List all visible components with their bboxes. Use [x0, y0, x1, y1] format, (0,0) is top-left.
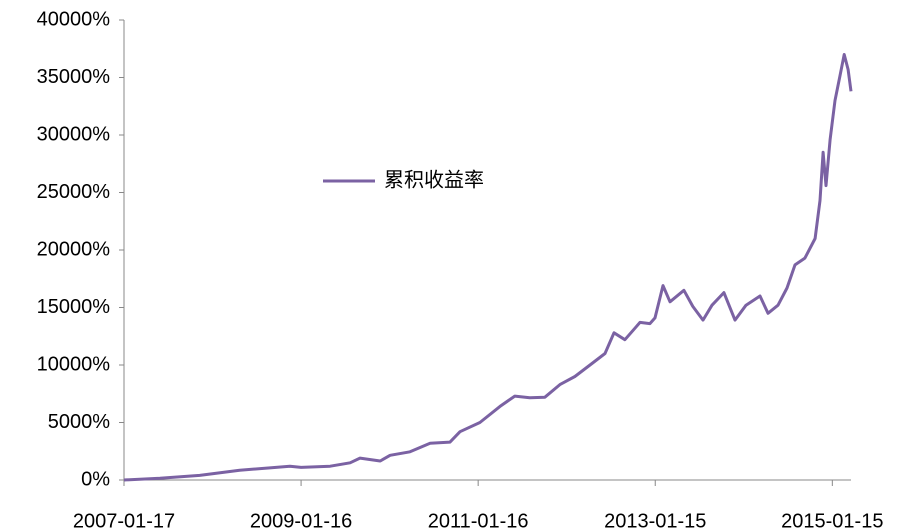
x-tick-label: 2007-01-17 — [73, 510, 175, 532]
x-tick-label: 2009-01-16 — [250, 510, 352, 532]
x-tick-label: 2011-01-16 — [428, 510, 529, 532]
y-tick-label: 25000% — [37, 181, 111, 203]
y-tick-label: 20000% — [37, 238, 111, 260]
y-tick-label: 40000% — [37, 8, 111, 30]
y-tick-label: 35000% — [37, 66, 111, 88]
y-tick-label: 15000% — [37, 296, 111, 318]
x-tick-label: 2015-01-15 — [781, 510, 883, 532]
y-tick-label: 5000% — [48, 411, 110, 433]
y-tick-label: 30000% — [37, 123, 111, 145]
legend-label: 累积收益率 — [384, 168, 484, 191]
y-tick-label: 10000% — [37, 353, 111, 375]
y-tick-label: 0% — [81, 468, 110, 490]
line-series — [123, 53, 853, 482]
x-tick-label: 2013-01-15 — [604, 510, 706, 532]
